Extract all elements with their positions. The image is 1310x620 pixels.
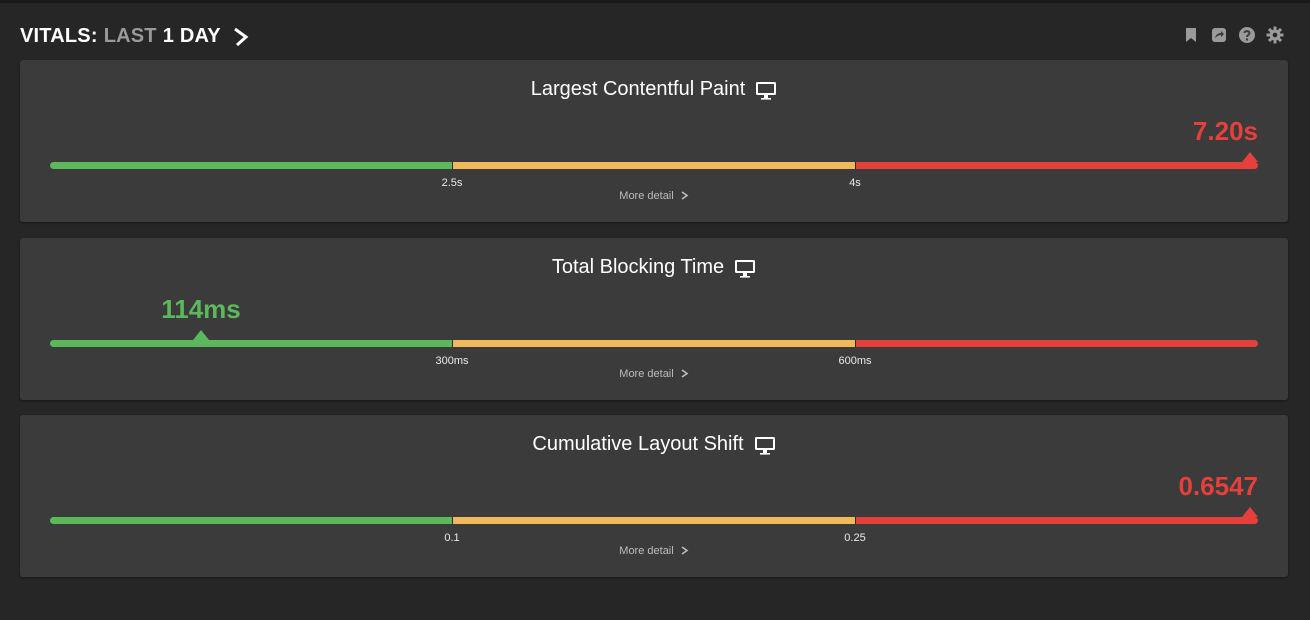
chevron-right-icon: [680, 191, 689, 200]
segment-needs-improvement: [452, 162, 855, 169]
segment-poor: [855, 517, 1258, 524]
metric-title-row: Cumulative Layout Shift: [20, 433, 1288, 456]
chevron-right-icon: [680, 546, 689, 555]
threshold-bar: [50, 162, 1258, 169]
segment-needs-improvement: [452, 340, 855, 347]
threshold-bar: [50, 340, 1258, 347]
desktop-icon: [754, 435, 776, 455]
more-detail-link[interactable]: More detail: [20, 190, 1288, 202]
threshold-label-good: 0.1: [444, 532, 460, 544]
metric-card-tbt: Total Blocking Time 114ms 300ms 600ms Mo…: [20, 238, 1288, 400]
page-header: VITALS: LAST 1 DAY: [20, 22, 251, 50]
more-detail-label: More detail: [619, 545, 674, 557]
threshold-label-poor: 600ms: [838, 355, 872, 367]
segment-poor: [855, 162, 1258, 169]
metric-title-row: Total Blocking Time: [20, 256, 1288, 279]
chevron-right-icon[interactable]: [231, 26, 251, 47]
share-icon[interactable]: [1210, 26, 1228, 44]
settings-icon[interactable]: [1266, 26, 1284, 44]
metric-title: Largest Contentful Paint: [530, 78, 746, 100]
segment-good: [50, 162, 452, 169]
metric-value: 7.20s: [1192, 116, 1258, 146]
segment-good: [50, 517, 452, 524]
segment-needs-improvement: [452, 517, 855, 524]
header-range-value[interactable]: 1 DAY: [162, 24, 221, 47]
metric-value: 114ms: [161, 294, 241, 324]
more-detail-link[interactable]: More detail: [20, 368, 1288, 380]
more-detail-label: More detail: [619, 190, 674, 202]
metric-title-row: Largest Contentful Paint: [20, 78, 1288, 101]
segment-good: [50, 340, 452, 347]
metric-card-cls: Cumulative Layout Shift 0.6547 0.1 0.25 …: [20, 415, 1288, 577]
chevron-right-icon: [680, 369, 689, 378]
top-border: [0, 0, 1310, 3]
threshold-label-poor: 4s: [849, 177, 861, 189]
toolbar: [1182, 26, 1284, 44]
threshold-label-good: 300ms: [435, 355, 469, 367]
threshold-label-good: 2.5s: [441, 177, 463, 189]
more-detail-link[interactable]: More detail: [20, 545, 1288, 557]
desktop-icon: [755, 80, 777, 100]
metric-card-lcp: Largest Contentful Paint 7.20s 2.5s 4s M…: [20, 60, 1288, 222]
desktop-icon: [734, 258, 756, 278]
more-detail-label: More detail: [619, 368, 674, 380]
metric-value: 0.6547: [1178, 471, 1258, 501]
header-title: VITALS:: [20, 24, 98, 47]
metric-title: Total Blocking Time: [551, 256, 725, 278]
metric-marker: [1242, 507, 1258, 517]
metric-title: Cumulative Layout Shift: [532, 433, 744, 455]
metric-marker: [193, 330, 209, 340]
segment-poor: [855, 340, 1258, 347]
threshold-bar: [50, 517, 1258, 524]
help-icon[interactable]: [1238, 26, 1256, 44]
header-range-label: LAST: [103, 24, 157, 47]
bookmark-icon[interactable]: [1182, 26, 1200, 44]
metric-marker: [1242, 152, 1258, 162]
threshold-label-poor: 0.25: [844, 532, 866, 544]
